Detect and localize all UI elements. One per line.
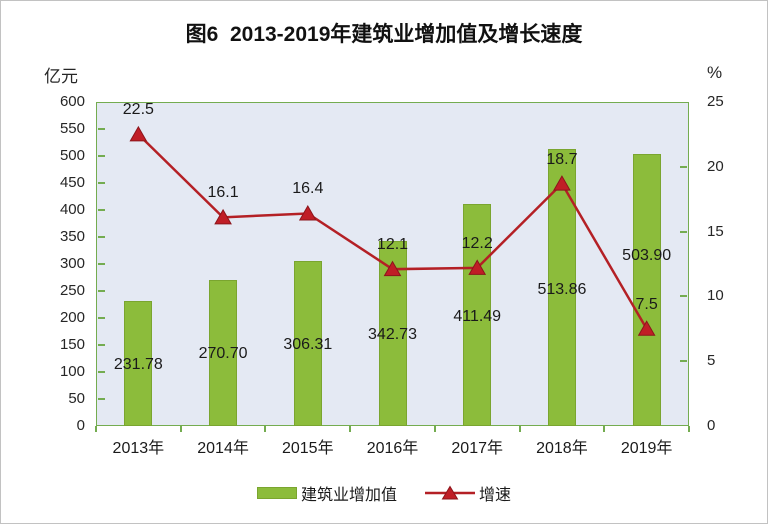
right-axis-unit-label: % [707, 63, 723, 82]
legend-triangle-icon [441, 485, 459, 500]
line-value-label: 12.1 [376, 236, 409, 254]
x-axis-tick [349, 426, 352, 432]
left-axis-tick-label: 250 [59, 282, 85, 299]
legend-item-added-value: 建筑业增加值 [256, 481, 397, 505]
right-axis-tick [680, 360, 687, 363]
line-value-label: 16.4 [292, 180, 324, 198]
bar-2019年 [632, 153, 661, 426]
line-value-label: 7.5 [635, 295, 658, 313]
bar-value-label: 503.90 [622, 247, 672, 264]
left-axis-tick [98, 155, 105, 157]
bar-value-label: 513.86 [537, 281, 587, 299]
left-axis-tick-label: 300 [59, 255, 85, 272]
left-axis-tick-label: 200 [59, 309, 85, 326]
x-axis-tick [688, 426, 690, 432]
chart-title: 图6 2013-2019年建筑业增加值及增长速度 [185, 23, 583, 46]
x-axis-category-label: 2016年 [366, 440, 419, 457]
left-axis-tick-label: 350 [59, 228, 85, 245]
left-axis-tick-label: 550 [59, 120, 85, 137]
legend-label-added-value: 建筑业增加值 [300, 487, 397, 504]
bar-value-label: 231.78 [113, 355, 163, 373]
left-axis-tick [98, 263, 105, 265]
x-axis-category-label: 2014年 [197, 440, 249, 457]
left-axis-tick [98, 290, 105, 292]
bar-series-swatch-icon [256, 487, 297, 499]
x-axis-category-label: 2019年 [620, 440, 673, 457]
bar-value-label: 411.49 [453, 308, 502, 326]
left-axis-tick-label: 600 [59, 93, 85, 110]
x-axis-category-label: 2018年 [536, 440, 588, 457]
left-axis-tick-label: 150 [59, 336, 85, 353]
right-axis-tick-label: 10 [707, 287, 724, 305]
x-axis-tick [518, 426, 521, 432]
left-axis-tick-label: 50 [68, 390, 85, 407]
line-value-label: 12.2 [461, 234, 493, 252]
line-series-swatch-icon [425, 485, 475, 500]
left-axis-tick [98, 317, 105, 319]
right-axis-tick [680, 230, 687, 233]
right-axis-tick-label: 5 [707, 352, 716, 370]
x-axis-tick [95, 426, 97, 432]
left-axis-tick-label: 500 [59, 147, 85, 164]
x-axis-tick [179, 426, 182, 432]
bar-value-label: 270.70 [198, 345, 248, 363]
x-axis-category-label: 2013年 [112, 440, 165, 457]
line-value-label: 16.1 [207, 184, 239, 202]
x-axis-tick [433, 426, 436, 432]
right-axis-tick-label: 25 [707, 93, 724, 110]
left-axis-tick [98, 398, 105, 400]
x-axis-tick [264, 426, 267, 432]
x-axis-category-label: 2015年 [281, 440, 334, 457]
left-axis-unit-label: 亿元 [44, 67, 78, 86]
left-axis-tick-label: 0 [76, 417, 85, 434]
left-axis-tick-label: 100 [59, 363, 85, 380]
line-value-label: 18.7 [546, 150, 578, 168]
x-axis-tick [603, 426, 606, 432]
left-axis-tick-label: 450 [59, 174, 85, 191]
left-axis-tick [98, 182, 105, 184]
right-axis-tick-label: 0 [707, 417, 716, 434]
right-axis-tick [680, 295, 687, 298]
right-axis-tick [680, 165, 687, 168]
left-axis-tick [98, 236, 105, 238]
left-axis-tick [98, 128, 105, 130]
bar-value-label: 342.73 [368, 326, 417, 344]
left-axis-tick [98, 209, 105, 211]
right-axis-tick-label: 20 [707, 157, 724, 175]
left-axis-tick [98, 371, 105, 373]
right-axis-tick-label: 15 [707, 222, 724, 240]
line-value-label: 22.5 [122, 101, 154, 119]
legend-item-growth: 增速 [425, 481, 511, 505]
bar-value-label: 306.31 [283, 335, 333, 353]
left-axis-tick [98, 344, 105, 346]
legend-label-growth: 增速 [479, 487, 512, 504]
left-axis-tick-label: 400 [59, 201, 85, 218]
legend: 建筑业增加值 增速 [1, 482, 767, 504]
x-axis-category-label: 2017年 [451, 440, 503, 457]
